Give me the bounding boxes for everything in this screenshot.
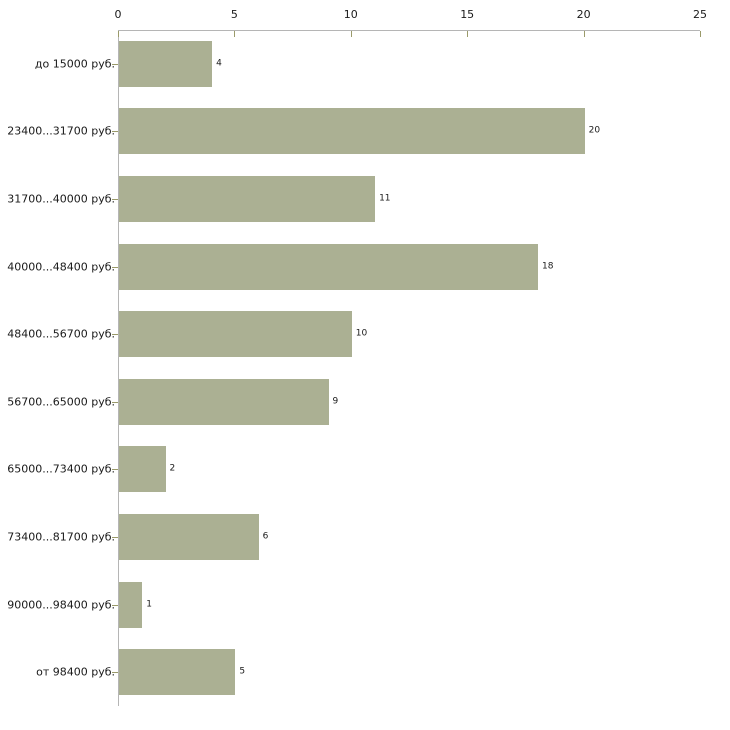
y-axis-tick	[112, 334, 118, 336]
x-axis-tick	[234, 31, 236, 37]
category-label: 56700...65000 руб.	[7, 395, 115, 409]
bar-value-label: 2	[169, 463, 176, 474]
category-label: от 98400 руб.	[36, 665, 115, 679]
bar[interactable]	[119, 378, 329, 425]
bar-value-label: 9	[332, 396, 339, 407]
x-axis: 0 5 10 15 20 25	[0, 0, 730, 32]
bar-value-label: 4	[216, 58, 222, 69]
y-axis-tick	[112, 537, 118, 538]
bar[interactable]	[119, 108, 585, 155]
bar-value-label: 10	[355, 328, 368, 339]
x-axis-tick	[467, 31, 469, 37]
x-axis-line	[118, 30, 700, 31]
bar[interactable]	[119, 243, 539, 290]
category-label: 23400...31700 руб.	[7, 124, 115, 138]
bar[interactable]	[119, 40, 213, 87]
bar[interactable]	[119, 581, 143, 628]
category-label: 90000...98400 руб.	[7, 598, 115, 612]
bar-value-label: 18	[542, 261, 554, 272]
category-label: до 15000 руб.	[34, 57, 115, 71]
y-axis-tick	[112, 672, 118, 674]
bar[interactable]	[119, 311, 352, 358]
bar[interactable]	[119, 446, 166, 493]
x-axis-tick	[700, 31, 701, 37]
x-axis-tick-label: 5	[230, 8, 238, 21]
y-axis-tick	[112, 604, 118, 606]
x-axis-tick-label: 15	[460, 8, 475, 21]
bar-value-label: 11	[379, 193, 391, 204]
bar[interactable]	[119, 649, 236, 696]
bar[interactable]	[119, 514, 259, 560]
category-label: 65000...73400 руб.	[7, 462, 115, 476]
y-axis-tick	[112, 199, 118, 200]
y-axis-tick	[112, 63, 118, 65]
bar-value-label: 20	[588, 125, 601, 136]
y-axis-tick	[112, 266, 118, 268]
x-axis-tick	[583, 31, 585, 37]
x-axis-tick-label: 10	[343, 8, 358, 21]
x-axis-tick-label: 0	[114, 8, 122, 21]
y-axis-tick	[112, 469, 118, 471]
bar[interactable]	[119, 176, 376, 222]
bar-value-label: 6	[262, 531, 269, 542]
x-axis-tick-label: 25	[693, 8, 707, 21]
category-label: 73400...81700 руб.	[7, 530, 115, 544]
category-label: 31700...40000 руб.	[7, 192, 115, 206]
x-axis-tick-label: 20	[576, 8, 591, 21]
bar-value-label: 5	[239, 666, 246, 677]
category-label: 48400...56700 руб.	[7, 327, 115, 341]
y-axis-tick	[112, 401, 118, 403]
y-axis-line	[118, 30, 119, 706]
x-axis-tick	[350, 31, 352, 37]
category-label: 40000...48400 руб.	[7, 260, 115, 274]
bar-value-label: 1	[146, 599, 152, 610]
y-axis-tick	[112, 131, 118, 133]
x-axis-tick	[118, 31, 119, 37]
